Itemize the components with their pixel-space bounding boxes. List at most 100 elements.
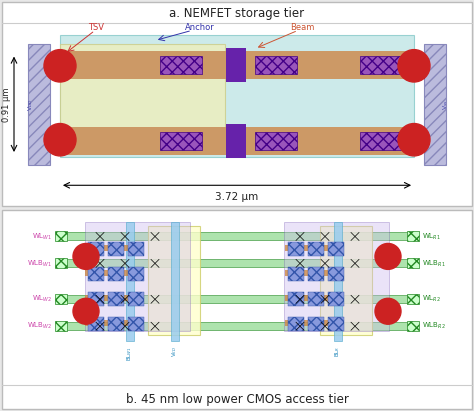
Bar <box>334 222 342 341</box>
Text: BL$_{W1}$: BL$_{W1}$ <box>126 346 135 361</box>
Bar <box>285 320 340 326</box>
Bar <box>407 259 419 268</box>
Bar <box>50 136 62 144</box>
Bar <box>285 270 340 276</box>
Circle shape <box>44 50 76 82</box>
Bar <box>328 317 344 331</box>
Bar <box>328 292 344 306</box>
Bar <box>60 44 225 135</box>
Bar <box>308 292 324 306</box>
Bar <box>88 242 104 256</box>
Bar <box>288 268 304 282</box>
Bar <box>328 268 344 282</box>
Bar <box>284 222 389 331</box>
Text: WLB$_{W2}$: WLB$_{W2}$ <box>27 321 52 331</box>
Text: TSV: TSV <box>88 23 104 32</box>
Bar <box>406 60 424 78</box>
Bar <box>85 245 140 252</box>
Bar <box>412 136 424 144</box>
Bar <box>128 317 144 331</box>
Circle shape <box>375 298 401 324</box>
Bar <box>128 242 144 256</box>
Bar <box>128 292 144 306</box>
Text: BL$_{R}$: BL$_{R}$ <box>334 346 342 358</box>
Text: Anchor: Anchor <box>185 23 215 32</box>
Bar <box>28 44 50 165</box>
Bar <box>126 222 134 341</box>
Bar <box>62 51 412 79</box>
Circle shape <box>375 243 401 269</box>
Bar <box>328 242 344 256</box>
Bar <box>128 268 144 282</box>
Bar <box>148 226 200 335</box>
Bar <box>288 292 304 306</box>
Circle shape <box>44 124 76 156</box>
Bar <box>308 242 324 256</box>
Bar <box>412 65 424 73</box>
Bar <box>108 242 124 256</box>
Text: WL$_{R2}$: WL$_{R2}$ <box>422 294 441 305</box>
Bar <box>60 259 414 268</box>
Circle shape <box>73 298 99 324</box>
Bar <box>407 321 419 331</box>
Text: Beam: Beam <box>290 23 314 32</box>
Bar <box>406 131 424 149</box>
Circle shape <box>73 243 99 269</box>
Text: WLB$_{W1}$: WLB$_{W1}$ <box>27 258 52 268</box>
Bar <box>171 222 179 341</box>
Bar <box>60 233 414 240</box>
Bar <box>308 268 324 282</box>
Bar <box>50 131 68 149</box>
Bar <box>320 226 372 335</box>
Bar <box>55 294 67 304</box>
Text: WL$_{W2}$: WL$_{W2}$ <box>32 294 52 305</box>
Bar <box>226 48 246 82</box>
Text: WLB$_{R1}$: WLB$_{R1}$ <box>422 258 446 268</box>
Bar <box>88 268 104 282</box>
Circle shape <box>398 50 430 82</box>
Bar <box>255 55 297 74</box>
Text: b. 45 nm low power CMOS access tier: b. 45 nm low power CMOS access tier <box>126 393 348 406</box>
Text: WL$_{R1}$: WL$_{R1}$ <box>422 231 441 242</box>
Bar <box>108 317 124 331</box>
Bar <box>85 270 140 276</box>
Bar <box>60 322 414 330</box>
Bar <box>50 65 62 73</box>
Text: V$_{DD}$: V$_{DD}$ <box>27 98 36 111</box>
Bar <box>88 317 104 331</box>
Text: 3.72 μm: 3.72 μm <box>215 192 259 203</box>
Text: 0.91 μm: 0.91 μm <box>2 87 11 122</box>
Bar <box>255 132 297 150</box>
Bar <box>85 222 190 331</box>
Bar <box>160 55 202 74</box>
Bar <box>288 317 304 331</box>
Bar <box>407 231 419 242</box>
Bar <box>108 268 124 282</box>
Bar <box>60 296 414 303</box>
Bar <box>288 242 304 256</box>
Text: WL$_{W1}$: WL$_{W1}$ <box>32 231 52 242</box>
Bar <box>285 245 340 252</box>
Bar <box>62 127 412 155</box>
Bar <box>360 132 402 150</box>
Bar <box>226 124 246 158</box>
Bar <box>407 294 419 304</box>
Bar <box>55 259 67 268</box>
Text: WLB$_{R2}$: WLB$_{R2}$ <box>422 321 446 331</box>
Text: V$_{ss}$: V$_{ss}$ <box>442 99 450 110</box>
Bar <box>424 44 446 165</box>
Bar <box>285 296 340 301</box>
Bar <box>108 292 124 306</box>
Text: a. NEMFET storage tier: a. NEMFET storage tier <box>169 7 305 20</box>
Bar <box>55 231 67 242</box>
Bar <box>308 317 324 331</box>
Bar <box>85 296 140 301</box>
Bar <box>85 320 140 326</box>
Bar <box>160 132 202 150</box>
Bar <box>88 292 104 306</box>
Bar <box>50 60 68 78</box>
Circle shape <box>398 124 430 156</box>
Text: V$_{KD}$: V$_{KD}$ <box>171 346 180 357</box>
Bar <box>55 321 67 331</box>
Bar <box>360 55 402 74</box>
